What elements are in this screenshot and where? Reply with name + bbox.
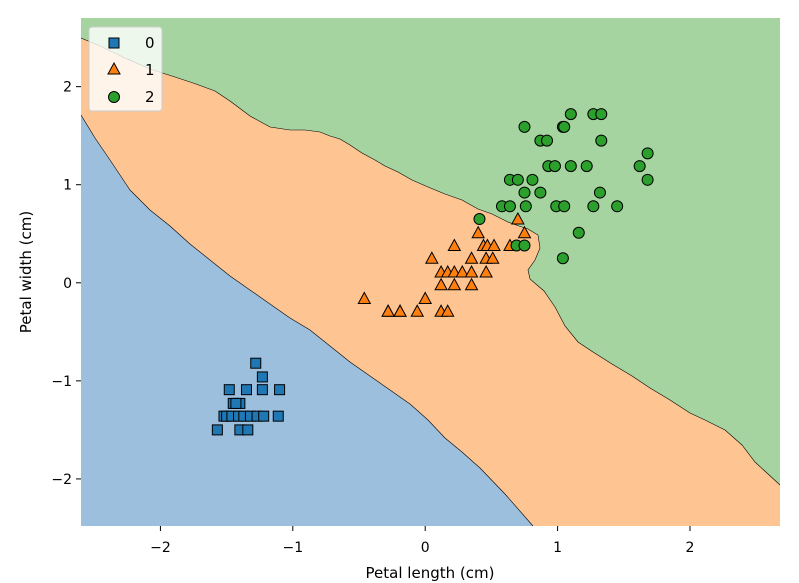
legend-label-2: 2 (145, 88, 155, 106)
data-point-class-2 (541, 134, 553, 147)
data-point-class-2 (641, 173, 654, 186)
data-point-class-0 (274, 384, 286, 396)
data-point-class-2 (518, 239, 531, 252)
data-point-class-1 (440, 304, 455, 317)
data-point-class-1 (517, 225, 532, 239)
decision-boundary-2 (80, 37, 781, 486)
data-point-class-0 (240, 384, 252, 396)
data-point-class-2 (580, 160, 593, 173)
y-tick-label: 2 (63, 80, 72, 96)
data-point-class-2 (518, 186, 531, 199)
data-point-class-2 (511, 173, 524, 186)
data-point-class-1 (410, 304, 425, 317)
data-points (211, 108, 654, 436)
data-point-class-1 (381, 304, 395, 317)
decision-boundary-0 (80, 114, 534, 527)
data-point-class-0 (272, 410, 284, 422)
decision-region-class-0 (81, 115, 533, 526)
y-axis-ticks: −2 −1 0 1 2 (51, 80, 81, 488)
x-axis-ticks: −2 −1 0 1 2 (150, 526, 694, 556)
data-point-class-1 (471, 225, 486, 239)
data-point-class-2 (558, 200, 571, 213)
data-point-class-0 (256, 371, 268, 383)
y-axis-label: Petal width (cm) (17, 211, 35, 333)
data-point-class-2 (641, 147, 654, 160)
legend-box (88, 26, 163, 112)
data-point-class-1 (464, 251, 479, 264)
x-tick-label: 2 (686, 540, 695, 556)
data-point-class-1 (511, 211, 525, 225)
data-point-class-0 (256, 384, 268, 396)
data-point-class-1 (447, 277, 462, 291)
legend-marker-1 (107, 61, 121, 75)
data-point-class-1 (418, 291, 433, 304)
legend: 0 1 2 (88, 26, 163, 112)
data-point-class-2 (548, 160, 561, 173)
y-tick-label: −2 (51, 472, 72, 488)
legend-marker-0 (108, 37, 120, 49)
data-point-class-2 (595, 108, 608, 121)
data-point-class-0 (211, 424, 223, 436)
data-point-class-1 (393, 304, 407, 317)
data-point-class-0 (258, 410, 270, 422)
x-tick-label: −1 (282, 540, 303, 556)
data-point-class-2 (633, 160, 646, 173)
data-point-class-2 (534, 186, 547, 199)
plot-area (80, 18, 781, 527)
legend-label-0: 0 (145, 34, 155, 52)
data-point-class-2 (611, 200, 624, 213)
legend-label-1: 1 (145, 61, 155, 79)
data-point-class-1 (447, 238, 462, 252)
legend-marker-2 (108, 91, 120, 103)
data-point-class-0 (250, 357, 262, 369)
data-point-class-2 (558, 120, 571, 133)
y-tick-label: 1 (63, 178, 72, 194)
y-tick-label: −1 (51, 374, 72, 390)
data-point-class-2 (572, 226, 585, 239)
decision-region-class-2 (81, 18, 780, 485)
data-point-class-1 (455, 264, 470, 278)
data-point-class-0 (242, 424, 254, 436)
data-point-class-0 (230, 397, 242, 409)
data-point-class-2 (564, 108, 577, 121)
data-point-class-2 (564, 160, 577, 173)
data-point-class-0 (223, 384, 235, 396)
data-point-class-2 (503, 200, 516, 213)
x-tick-label: 0 (421, 540, 430, 556)
data-point-class-2 (526, 173, 539, 186)
x-axis-label: Petal length (cm) (366, 564, 495, 582)
data-point-class-2 (593, 186, 606, 199)
x-tick-label: −2 (150, 540, 171, 556)
data-point-class-1 (424, 251, 439, 264)
data-point-class-1 (485, 251, 500, 264)
data-point-class-2 (519, 200, 532, 213)
data-point-class-1 (479, 264, 493, 278)
data-point-class-1 (464, 264, 479, 278)
y-tick-label: 0 (63, 276, 72, 292)
data-point-class-2 (473, 213, 486, 226)
data-point-class-1 (487, 238, 501, 252)
data-point-class-2 (587, 200, 600, 213)
data-point-class-2 (595, 134, 608, 147)
data-point-class-2 (518, 120, 531, 133)
data-point-class-1 (434, 277, 448, 291)
x-tick-label: 1 (553, 540, 562, 556)
decision-region-class-1 (81, 38, 780, 526)
data-point-class-1 (357, 291, 372, 304)
data-point-class-1 (464, 277, 479, 291)
data-point-class-2 (556, 252, 569, 265)
